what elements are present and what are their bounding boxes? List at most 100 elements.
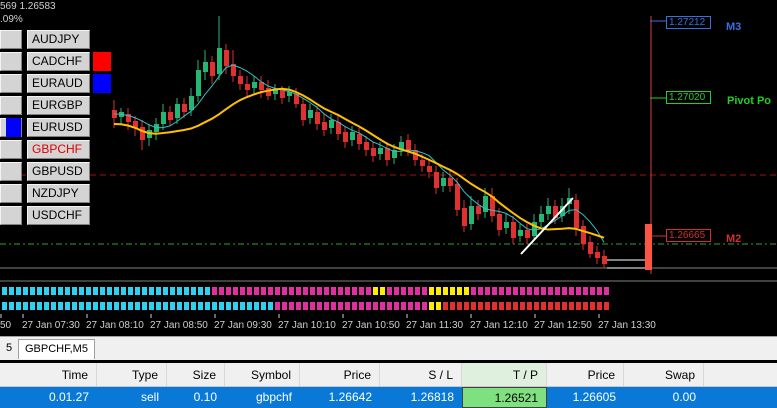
candle-body [525,230,530,238]
indicator-dot [583,287,588,295]
symbol-aux-button[interactable] [0,162,22,181]
symbol-button-cadchf[interactable]: CADCHF [27,52,90,71]
candle-body [595,252,600,258]
cell-price: 1.26642 [328,390,372,404]
symbol-aux-button[interactable] [0,96,22,115]
indicator-dot [79,287,84,295]
symbol-aux-button[interactable] [0,140,22,159]
col-type[interactable]: Type [97,363,167,386]
col-size[interactable]: Size [167,363,225,386]
indicator-dot [107,287,112,295]
symbol-aux-button[interactable] [0,206,22,225]
symbol-button-euraud[interactable]: EURAUD [27,74,90,93]
indicator-dot [37,302,42,310]
col-symbol[interactable]: Symbol [225,363,300,386]
indicator-dot [562,287,567,295]
candle-body [161,112,166,124]
col-tp[interactable]: T / P [462,363,547,386]
symbol-button-audjpy[interactable]: AUDJPY [27,30,90,49]
indicator-dot [527,287,532,295]
indicator-dot [275,302,280,310]
col-sl[interactable]: S / L [380,363,462,386]
indicator-dot [569,302,574,310]
time-axis-label: 27 Jan 13:30 [598,320,656,331]
symbol-aux-button[interactable] [0,74,22,93]
indicator-dot [9,287,14,295]
cell-tp[interactable]: 1.26521 [462,387,547,408]
indicator-dot [212,302,217,310]
indicator-dot [471,287,476,295]
indicator-dot [604,287,609,295]
symbol-button-eurgbp[interactable]: EURGBP [27,96,90,115]
indicator-dot [282,287,287,295]
candle-body [266,88,271,96]
indicator-dot [170,302,175,310]
cell-sl[interactable]: 1.26818 [410,390,454,404]
indicator-dot [310,302,315,310]
symbol-button-gbpusd[interactable]: GBPUSD [27,162,90,181]
indicator-dot [317,302,322,310]
candle-body [273,90,278,94]
time-axis-label: 27 Jan 12:50 [534,320,592,331]
indicator-dot [135,287,140,295]
symbol-button-eurusd[interactable]: EURUSD [27,118,90,137]
candle-body [245,84,250,90]
tab-previous-chart[interactable]: 5 [6,342,13,354]
candle-body [168,112,173,120]
candle-body [588,242,593,254]
indicator-dot [604,302,609,310]
indicator-dot [100,302,105,310]
col-price[interactable]: Price [300,363,380,386]
price-chart[interactable]: 50 27 Jan 07:30 27 Jan 08:10 27 Jan 08:50 27… [0,0,777,336]
indicator-dot [338,302,343,310]
col-time[interactable]: Time [0,363,97,386]
indicator-dot [79,302,84,310]
indicator-dot [408,287,413,295]
level-m3-price: 1.27212 [666,16,711,29]
candle-body [336,122,341,134]
indicator-dot [240,302,245,310]
indicator-dot [198,287,203,295]
table-row[interactable]: 0.01.27 13:16:58 sell 0.10 gbpchf 1.2664… [0,387,777,408]
indicator-dot [114,287,119,295]
indicator-dot [541,302,546,310]
trendline-white [520,197,574,255]
indicator-dot [471,302,476,310]
indicator-dot [219,287,224,295]
indicator-dot [443,302,448,310]
indicator-dot [296,302,301,310]
symbol-button-nzdjpy[interactable]: NZDJPY [27,184,90,203]
candle-body [420,160,425,166]
symbol-button-usdchf[interactable]: USDCHF [27,206,90,225]
indicator-dot [415,302,420,310]
symbol-button-gbpchf[interactable]: GBPCHF [27,140,90,159]
candle-body [210,62,215,76]
indicator-dot [338,287,343,295]
symbol-aux-button[interactable] [0,52,22,71]
indicator-dot [359,302,364,310]
candle-body [133,121,138,128]
indicator-dot [373,302,378,310]
col-current-price[interactable]: Price [547,363,624,386]
candle-body [301,104,306,120]
symbol-aux-button[interactable] [0,184,22,203]
indicator-dot [555,302,560,310]
indicator-dot [520,302,525,310]
symbol-aux-button[interactable] [0,30,22,49]
indicator-dot [576,287,581,295]
indicator-dot [429,287,434,295]
indicator-dot [72,302,77,310]
indicator-dot [233,287,238,295]
chart-canvas[interactable]: 50 27 Jan 07:30 27 Jan 08:10 27 Jan 08:50 27… [0,0,777,336]
indicator-dot [443,287,448,295]
col-swap[interactable]: Swap [624,363,704,386]
indicator-dot [2,302,7,310]
indicator-dot [121,302,126,310]
candle-body [238,76,243,84]
indicator-dot [247,287,252,295]
indicator-dot [520,287,525,295]
tab-gbpchf-m5[interactable]: GBPCHF,M5 [18,339,95,359]
indicator-dot [394,302,399,310]
indicator-dot [352,287,357,295]
indicator-dot [275,287,280,295]
